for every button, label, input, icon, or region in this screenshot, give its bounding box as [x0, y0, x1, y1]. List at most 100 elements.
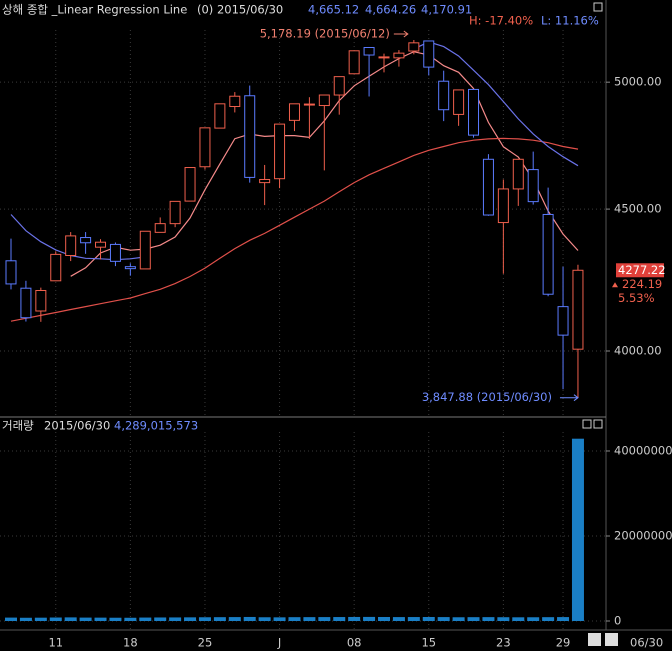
- volume-bar: [348, 616, 361, 621]
- candle-body: [512, 158, 524, 190]
- candle-body: [363, 47, 375, 56]
- candle-body: [393, 52, 405, 59]
- last-price-label: 4277.22: [618, 263, 666, 277]
- max-annotation: 5,178.19 (2015/06/12): [260, 26, 390, 40]
- candle-body: [65, 235, 77, 256]
- candle-body: [124, 266, 136, 270]
- volume-bar: [273, 617, 286, 621]
- candle-body: [244, 95, 256, 178]
- volume-bar: [392, 617, 405, 621]
- volume-bar: [378, 617, 390, 621]
- volume-bar: [79, 617, 92, 621]
- x-tick-label: J: [277, 636, 281, 650]
- candle-body: [95, 241, 107, 248]
- volume-bar: [437, 617, 450, 621]
- volume-header-value: 4,289,015,573: [114, 419, 198, 433]
- candle-body: [274, 123, 286, 180]
- candle-body: [154, 223, 166, 233]
- candle-body: [408, 42, 420, 52]
- volume-bar: [318, 617, 331, 621]
- volume-subtitle: 2015/06/30: [44, 419, 110, 433]
- candle-body: [50, 253, 62, 282]
- volume-bar: [363, 616, 376, 621]
- volume-bar: [94, 617, 107, 621]
- candle-body: [318, 94, 330, 107]
- indicator-line: [10, 41, 579, 261]
- volume-bar: [303, 617, 316, 621]
- low-change: L: 11.16%: [541, 14, 599, 28]
- volume-bar: [228, 617, 241, 621]
- x-tick-label: 11: [48, 636, 63, 650]
- candle-body: [35, 289, 47, 312]
- volume-bar: [109, 617, 122, 621]
- volume-bar: [512, 617, 525, 621]
- candle-body: [20, 287, 32, 319]
- volume-bar: [482, 617, 495, 621]
- candle-body: [169, 200, 181, 225]
- y-tick-label: 4000000000: [614, 443, 672, 457]
- panel-button[interactable]: [582, 419, 592, 429]
- candle-body: [303, 103, 315, 106]
- candle-body: [378, 56, 390, 59]
- x-tick-label: 18: [123, 636, 138, 650]
- header-value: 4,170.91: [421, 3, 472, 17]
- panel-button[interactable]: [593, 2, 603, 12]
- up-arrow: [612, 282, 618, 288]
- volume-bar: [154, 617, 167, 621]
- volume-title: 거래량: [2, 419, 34, 433]
- candle-body: [5, 260, 17, 285]
- volume-bar: [557, 617, 570, 621]
- candle-body: [497, 188, 509, 224]
- volume-bar: [288, 617, 301, 621]
- close-button[interactable]: [593, 419, 603, 429]
- last-change-pct: 5.53%: [618, 291, 655, 305]
- zoom-icon[interactable]: [588, 633, 601, 646]
- volume-bar: [258, 617, 271, 621]
- volume-bar: [407, 617, 420, 621]
- y-tick-label: 5000.00: [614, 75, 662, 89]
- candle-body: [184, 167, 196, 202]
- high-change: H: -17.40%: [469, 14, 533, 28]
- candle-body: [527, 169, 539, 203]
- candle-body: [199, 127, 211, 168]
- header-value: 4,664.26: [365, 3, 416, 17]
- last-price-box: [616, 263, 664, 278]
- candle-body: [288, 103, 300, 121]
- volume-bar: [571, 438, 584, 621]
- header-value: 4,665.12: [308, 3, 359, 17]
- candle-body: [453, 89, 465, 115]
- candle-body: [542, 213, 554, 295]
- candle-body: [557, 306, 569, 336]
- search-icon[interactable]: [605, 633, 618, 646]
- candle-body: [229, 95, 241, 108]
- y-tick-label: 4000.00: [614, 343, 662, 357]
- volume-bar: [333, 617, 346, 621]
- y-tick-label: 4500.00: [614, 202, 662, 216]
- last-change: 224.19: [622, 277, 662, 291]
- volume-bar: [5, 617, 17, 621]
- volume-bar: [452, 617, 465, 621]
- x-tick-label: 15: [421, 636, 436, 650]
- chart-subtitle: (0) 2015/06/30: [197, 3, 283, 17]
- candle-body: [482, 158, 494, 216]
- volume-bar: [527, 617, 540, 621]
- candle-body: [109, 243, 121, 262]
- x-tick-label: 29: [556, 636, 571, 650]
- volume-bar: [64, 617, 77, 621]
- min-arrow: [559, 394, 579, 402]
- max-arrow: [393, 30, 409, 38]
- candle-body: [348, 50, 360, 75]
- chart-title: 상해 종합 _Linear Regression Line: [2, 3, 187, 17]
- volume-bar: [198, 617, 211, 621]
- x-tick-label: 08: [347, 636, 362, 650]
- volume-bar: [422, 617, 435, 621]
- candle-body: [423, 40, 435, 68]
- candle-body: [259, 178, 271, 184]
- volume-bar: [19, 617, 32, 621]
- x-current-label: 06/30: [630, 636, 663, 650]
- y-tick-label: 0: [614, 614, 621, 628]
- candle-body: [139, 230, 151, 270]
